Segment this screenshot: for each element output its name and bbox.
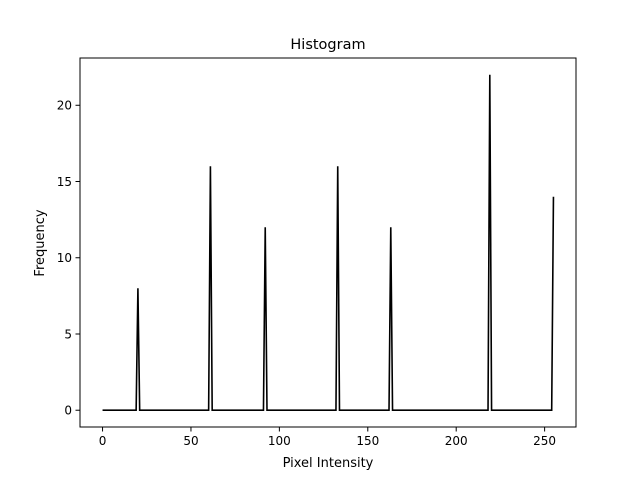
- y-axis-label: Frequency: [33, 209, 48, 276]
- x-tick-label-0: 0: [99, 434, 107, 448]
- x-axis-label: Pixel Intensity: [283, 456, 374, 471]
- y-tick-label-15: 15: [57, 175, 72, 189]
- x-tick-label-200: 200: [445, 434, 468, 448]
- y-tick-label-5: 5: [64, 327, 72, 341]
- x-tick-label-250: 250: [533, 434, 556, 448]
- y-tick-label-20: 20: [57, 99, 72, 113]
- chart-title: Histogram: [290, 37, 365, 53]
- x-tick-label-100: 100: [268, 434, 291, 448]
- x-tick-label-50: 50: [183, 434, 198, 448]
- x-tick-label-150: 150: [356, 434, 379, 448]
- y-tick-label-10: 10: [57, 251, 72, 265]
- y-tick-label-0: 0: [64, 404, 72, 418]
